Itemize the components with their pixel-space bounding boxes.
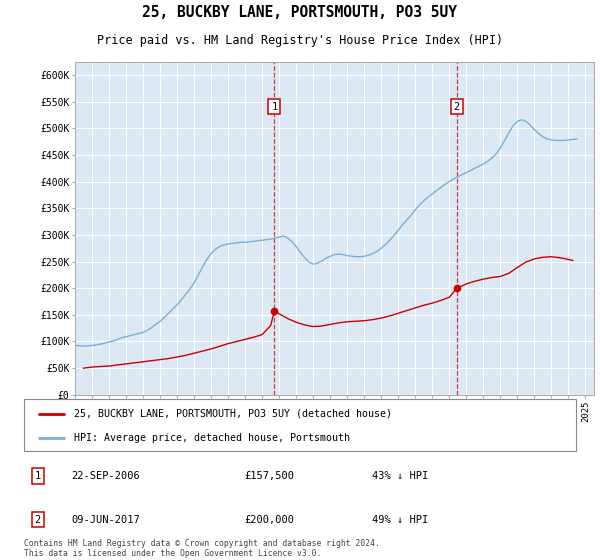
Text: Price paid vs. HM Land Registry's House Price Index (HPI): Price paid vs. HM Land Registry's House … [97,34,503,47]
FancyBboxPatch shape [24,399,576,451]
Text: 22-SEP-2006: 22-SEP-2006 [71,471,140,481]
Text: 25, BUCKBY LANE, PORTSMOUTH, PO3 5UY: 25, BUCKBY LANE, PORTSMOUTH, PO3 5UY [143,4,458,20]
Text: 1: 1 [271,101,278,111]
Text: 43% ↓ HPI: 43% ↓ HPI [372,471,428,481]
Text: 09-JUN-2017: 09-JUN-2017 [71,515,140,525]
Text: Contains HM Land Registry data © Crown copyright and database right 2024.
This d: Contains HM Land Registry data © Crown c… [24,539,380,558]
Text: 49% ↓ HPI: 49% ↓ HPI [372,515,428,525]
Text: 25, BUCKBY LANE, PORTSMOUTH, PO3 5UY (detached house): 25, BUCKBY LANE, PORTSMOUTH, PO3 5UY (de… [74,409,392,419]
Text: HPI: Average price, detached house, Portsmouth: HPI: Average price, detached house, Port… [74,433,350,444]
Text: £157,500: £157,500 [245,471,295,481]
Text: 2: 2 [454,101,460,111]
Text: 1: 1 [35,471,41,481]
Text: £200,000: £200,000 [245,515,295,525]
Text: 2: 2 [35,515,41,525]
